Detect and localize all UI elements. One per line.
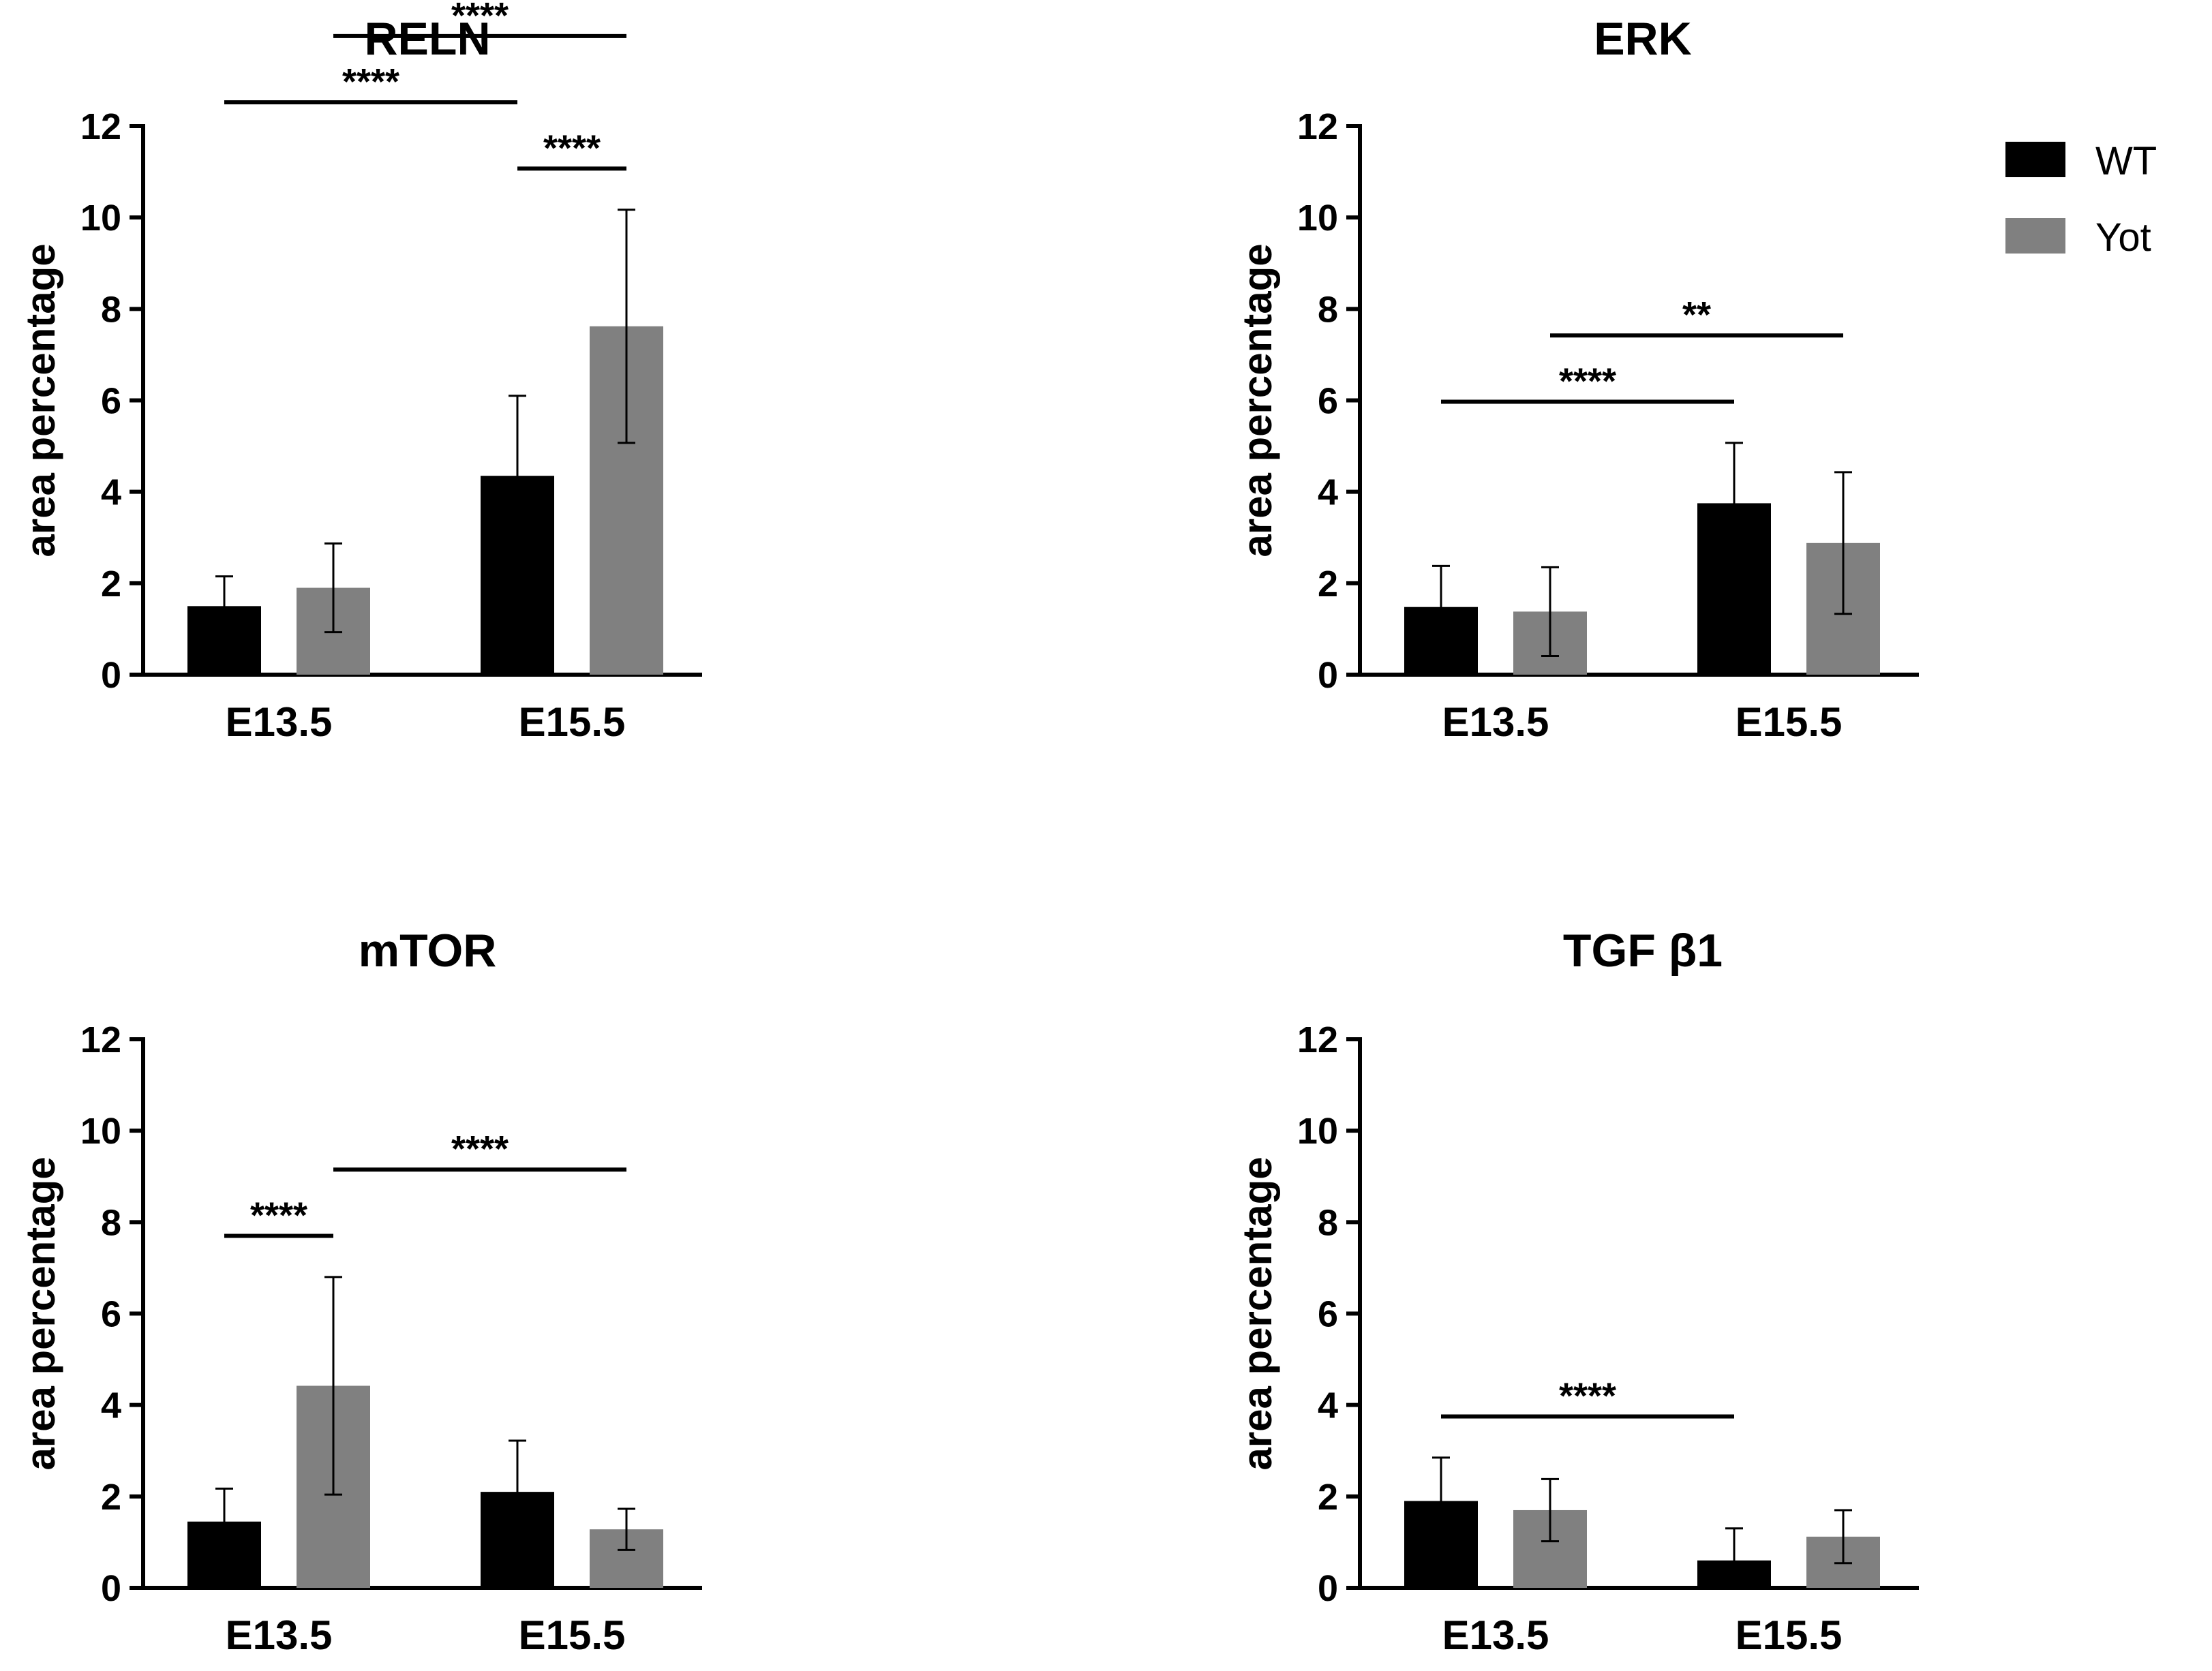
- y-tick-label: 2: [1318, 564, 1338, 604]
- y-tick-label: 10: [80, 1111, 121, 1152]
- significance-label: ****: [1559, 1375, 1616, 1416]
- significance-label: ****: [342, 61, 399, 102]
- y-tick-label: 8: [101, 1202, 121, 1243]
- x-category-label: E15.5: [519, 699, 626, 745]
- y-tick-label: 12: [80, 106, 121, 147]
- y-tick-label: 12: [80, 1020, 121, 1060]
- legend: WT Yot: [2005, 139, 2157, 260]
- chart-title: RELN: [364, 13, 490, 65]
- x-category-label: E13.5: [1442, 699, 1549, 745]
- chart-title: TGF β1: [1563, 925, 1723, 977]
- y-tick-label: 8: [1318, 1202, 1338, 1243]
- y-tick-label: 0: [1318, 655, 1338, 696]
- chart-title: ERK: [1594, 13, 1692, 65]
- y-tick-label: 2: [1318, 1477, 1338, 1518]
- y-tick-label: 4: [101, 1385, 121, 1426]
- legend-swatch-yot: [2005, 218, 2065, 254]
- x-category-label: E13.5: [1442, 1612, 1549, 1658]
- y-tick-label: 8: [1318, 289, 1338, 330]
- significance-label: ****: [1559, 361, 1616, 402]
- x-category-label: E15.5: [519, 1612, 626, 1658]
- y-axis-label: area percentage: [18, 1156, 63, 1470]
- x-category-label: E13.5: [226, 1612, 333, 1658]
- y-tick-label: 10: [1297, 1111, 1338, 1152]
- y-axis-label: area percentage: [1234, 1156, 1280, 1470]
- y-tick-label: 6: [1318, 1294, 1338, 1335]
- significance-label: **: [1682, 294, 1711, 335]
- chart-panel-3: TGF β1 area percentage 0 2 4 6 8 10 12 E13.5 E15.5…: [1234, 925, 1919, 1658]
- chart-title: mTOR: [359, 925, 497, 977]
- significance-label: ****: [451, 0, 509, 36]
- y-tick-label: 6: [1318, 381, 1338, 422]
- chart-panel-2: mTOR area percentage 0 2 4 6 8 10 12 E13.5 E15.5 **…: [18, 925, 702, 1658]
- significance-label: ****: [543, 127, 601, 168]
- y-axis-label: area percentage: [1234, 243, 1280, 557]
- legend-label: Yot: [2095, 215, 2151, 260]
- y-tick-label: 0: [1318, 1568, 1338, 1609]
- y-tick-label: 2: [101, 564, 121, 604]
- significance-label: ****: [451, 1129, 509, 1169]
- y-tick-label: 6: [101, 1294, 121, 1335]
- y-tick-label: 4: [1318, 472, 1338, 513]
- x-category-label: E13.5: [226, 699, 333, 745]
- x-category-label: E15.5: [1736, 1612, 1843, 1658]
- chart-panel-0: RELN area percentage 0 2 4 6 8 10 12 E13.5 E15.5 **…: [18, 0, 702, 745]
- y-tick-label: 2: [101, 1477, 121, 1518]
- y-tick-label: 10: [1297, 198, 1338, 239]
- y-tick-label: 6: [101, 381, 121, 422]
- y-tick-label: 0: [101, 1568, 121, 1609]
- y-tick-label: 8: [101, 289, 121, 330]
- y-tick-label: 10: [80, 198, 121, 239]
- y-tick-label: 4: [101, 472, 121, 513]
- significance-label: ****: [250, 1195, 307, 1236]
- y-tick-label: 4: [1318, 1385, 1338, 1426]
- y-tick-label: 12: [1297, 106, 1338, 147]
- legend-swatch-wt: [2005, 142, 2065, 177]
- y-axis-label: area percentage: [18, 243, 63, 557]
- y-tick-label: 12: [1297, 1020, 1338, 1060]
- legend-label: WT: [2095, 139, 2157, 183]
- x-category-label: E15.5: [1736, 699, 1843, 745]
- y-tick-label: 0: [101, 655, 121, 696]
